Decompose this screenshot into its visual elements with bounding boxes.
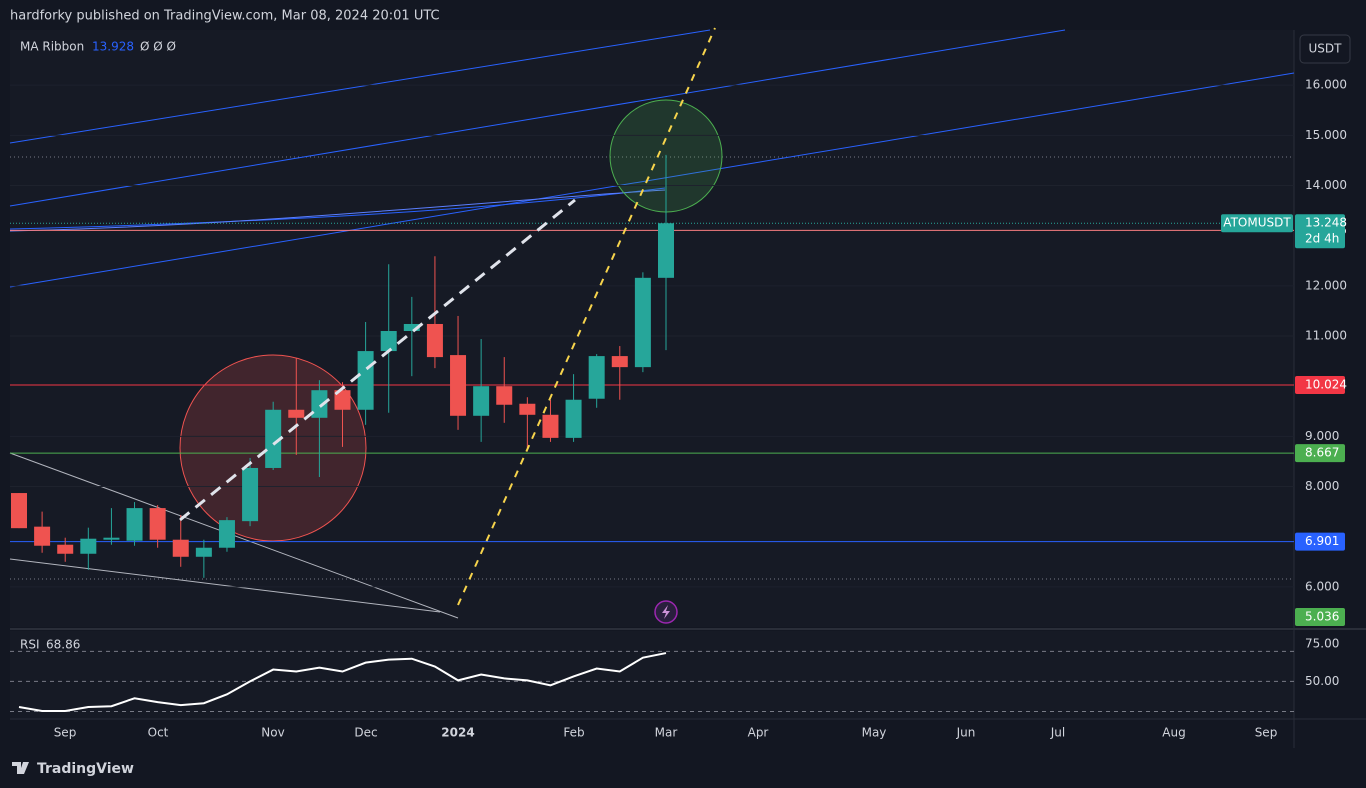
candle-body xyxy=(380,331,397,352)
rsi-pane xyxy=(10,631,1294,718)
level-label: 5.036 xyxy=(1305,610,1339,624)
candle-body xyxy=(565,399,582,438)
x-tick-label: Oct xyxy=(148,726,169,740)
y-tick-label: 8.000 xyxy=(1305,479,1339,493)
x-tick-label: Mar xyxy=(655,726,678,740)
y-tick-label: 50.00 xyxy=(1305,674,1339,688)
candle-body xyxy=(34,526,51,546)
currency-button[interactable] xyxy=(1299,34,1351,64)
rsi-legend-name: RSI xyxy=(20,638,40,652)
currency: USDT xyxy=(1309,42,1343,56)
candle-body xyxy=(450,355,467,416)
candle-body xyxy=(473,386,490,416)
x-tick-label: Jun xyxy=(956,726,976,740)
symbol-label: ATOMUSDT xyxy=(1223,216,1291,230)
last-price-box xyxy=(1295,214,1345,249)
candle-body xyxy=(657,223,674,278)
level-label-box xyxy=(1295,608,1345,626)
x-tick-label: Sep xyxy=(1255,726,1278,740)
candle-body xyxy=(542,414,559,438)
candle-body xyxy=(126,508,143,541)
level-label-box xyxy=(1295,375,1345,394)
candle-body xyxy=(103,537,120,540)
candle-body xyxy=(80,538,97,554)
rsi-legend-value: 68.86 xyxy=(46,638,80,652)
countdown: 2d 4h xyxy=(1305,232,1339,246)
candle-body xyxy=(426,323,443,358)
trend-line xyxy=(9,29,1066,207)
candle-body xyxy=(496,386,513,405)
rsi xyxy=(10,650,1294,713)
candle-body xyxy=(311,390,328,418)
y-tick-label: 6.000 xyxy=(1305,579,1339,593)
level-label-box xyxy=(1295,532,1345,551)
rsi-line xyxy=(18,652,667,713)
candle-body xyxy=(242,467,259,522)
candle-body xyxy=(57,544,74,554)
level-label-box xyxy=(1295,444,1345,463)
overlay-lines xyxy=(179,27,716,606)
y-tick-label: 12.000 xyxy=(1305,278,1347,292)
candle-body xyxy=(11,493,27,529)
candle-body xyxy=(172,539,189,557)
candle-body xyxy=(634,277,651,368)
candle-body xyxy=(149,508,166,540)
candles xyxy=(11,154,674,578)
ma-curve xyxy=(9,189,666,232)
x-tick-label: May xyxy=(862,726,887,740)
header-title: hardforky published on TradingView.com, … xyxy=(10,9,440,24)
y-tick-label: 16.000 xyxy=(1305,78,1347,92)
indicator-name: MA Ribbon xyxy=(20,40,84,54)
candle-body xyxy=(288,409,305,418)
y-tick-label: 75.00 xyxy=(1305,636,1339,650)
dashed-line xyxy=(179,198,576,522)
trend-line xyxy=(9,558,441,613)
y-tick-label: 11.000 xyxy=(1305,329,1347,343)
x-tick-label: Aug xyxy=(1162,726,1185,740)
time-axis: Sep Oct Nov Dec 2024 Feb Mar Apr May Jun Jul Aug Sep xyxy=(54,726,1278,740)
candle-body xyxy=(519,403,536,415)
level-label: 10.024 xyxy=(1305,377,1347,391)
candle-body xyxy=(218,520,235,548)
levels xyxy=(10,84,1294,588)
candle-body xyxy=(195,547,212,557)
x-tick-label: Dec xyxy=(354,726,377,740)
brand: TradingView xyxy=(37,761,134,777)
ma-curve xyxy=(9,187,666,230)
trend-line xyxy=(9,72,1295,288)
y-tick-label: 14.000 xyxy=(1305,178,1347,192)
x-tick-label: Feb xyxy=(563,726,584,740)
candle-body xyxy=(334,390,351,410)
candle-body xyxy=(357,351,374,410)
last-price-label: 13.248 xyxy=(1305,216,1347,230)
indicator-placeholders: Ø Ø Ø xyxy=(140,40,176,54)
x-tick-label: Sep xyxy=(54,726,77,740)
x-tick-label: Nov xyxy=(261,726,284,740)
candle-body xyxy=(265,409,282,468)
x-tick-label: Jul xyxy=(1050,726,1065,740)
x-tick-label: Apr xyxy=(748,726,769,740)
level-label: 8.667 xyxy=(1305,446,1339,460)
level-label: 6.901 xyxy=(1305,534,1339,548)
indicator-value: 13.928 xyxy=(92,40,134,54)
trend-line xyxy=(9,29,711,144)
x-tick-label: 2024 xyxy=(441,726,474,740)
candle-body xyxy=(588,356,605,399)
candle-body xyxy=(611,356,628,368)
y-tick-label: 9.000 xyxy=(1305,429,1339,443)
symbol-label-box xyxy=(1221,214,1293,233)
candle-body xyxy=(403,323,420,332)
brand-logo xyxy=(12,762,29,774)
y-tick-label: 15.000 xyxy=(1305,128,1347,142)
event-icon-bolt xyxy=(662,605,670,619)
